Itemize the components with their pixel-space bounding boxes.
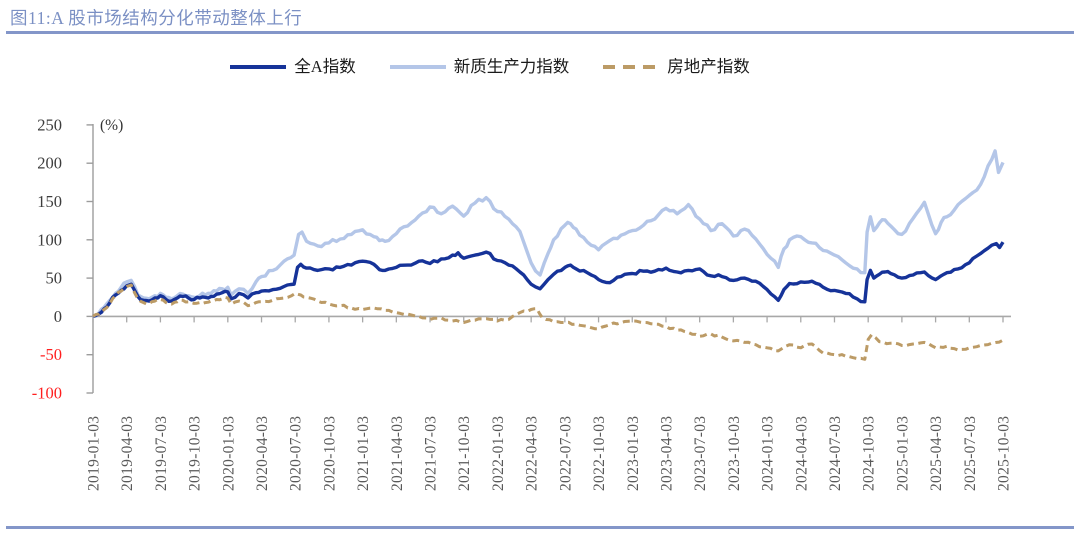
x-tick-label: 2022-10-03 xyxy=(591,416,608,491)
x-tick-label: 2021-10-03 xyxy=(456,416,473,491)
series-line-quan-a xyxy=(92,241,1005,319)
x-tick-label: 2022-07-03 xyxy=(557,416,574,491)
y-tick-label: -100 xyxy=(32,384,62,403)
x-tick-label: 2021-04-03 xyxy=(389,416,406,491)
y-tick-label: -50 xyxy=(40,345,62,364)
x-tick-label: 2023-01-03 xyxy=(625,416,642,491)
x-tick-label: 2025-10-03 xyxy=(996,416,1013,491)
x-tick-label: 2024-04-03 xyxy=(793,416,810,491)
legend-item-xinzhi: 新质生产力指数 xyxy=(389,57,570,76)
x-tick-label: 2020-07-03 xyxy=(288,416,305,491)
x-tick-label: 2025-04-03 xyxy=(928,416,945,491)
x-tick-label: 2021-01-03 xyxy=(355,416,372,491)
legend-label: 新质生产力指数 xyxy=(453,57,570,76)
y-tick-label: 50 xyxy=(46,269,63,288)
series-line-xinzhi xyxy=(92,149,1005,319)
bottom-rule xyxy=(6,526,1074,529)
title-rule xyxy=(6,31,1074,34)
x-tick-label: 2021-07-03 xyxy=(423,416,440,491)
legend-label: 全A指数 xyxy=(294,57,356,76)
x-tick-label: 2019-10-03 xyxy=(187,416,204,491)
y-tick-label: 0 xyxy=(54,307,62,326)
y-tick-label: 250 xyxy=(37,115,62,134)
x-tick-label: 2022-01-03 xyxy=(490,416,507,491)
x-tick-label: 2019-04-03 xyxy=(119,416,136,491)
x-tick-label: 2019-01-03 xyxy=(86,416,103,491)
chart-legend: 全A指数 新质生产力指数 房地产指数 xyxy=(0,57,980,76)
figure-title: 图11:A 股市场结构分化带动整体上行 xyxy=(10,8,303,28)
y-tick-label: 100 xyxy=(37,230,62,249)
solid-line-swatch-icon xyxy=(389,65,446,70)
x-tick-label: 2023-04-03 xyxy=(658,416,675,491)
y-tick-label: 200 xyxy=(37,154,62,173)
x-tick-label: 2020-01-03 xyxy=(220,416,237,491)
y-axis-unit-label: (%) xyxy=(100,117,123,134)
x-tick-label: 2023-10-03 xyxy=(726,416,743,491)
x-tick-label: 2022-04-03 xyxy=(524,416,541,491)
x-tick-label: 2020-04-03 xyxy=(254,416,271,491)
x-tick-label: 2024-01-03 xyxy=(760,416,777,491)
x-tick-label: 2025-01-03 xyxy=(894,416,911,491)
dashed-line-swatch-icon xyxy=(603,65,660,70)
x-tick-label: 2019-07-03 xyxy=(153,416,170,491)
x-tick-label: 2024-07-03 xyxy=(827,416,844,491)
x-tick-label: 2024-10-03 xyxy=(861,416,878,491)
legend-item-dichan: 房地产指数 xyxy=(603,57,750,76)
y-tick-label: 150 xyxy=(37,192,62,211)
legend-item-quan-a: 全A指数 xyxy=(230,57,356,76)
series-line-dichan xyxy=(92,283,1004,361)
x-tick-label: 2023-07-03 xyxy=(692,416,709,491)
solid-line-swatch-icon xyxy=(230,65,287,70)
legend-label: 房地产指数 xyxy=(667,57,750,76)
x-tick-label: 2025-07-03 xyxy=(962,416,979,491)
x-tick-label: 2020-10-03 xyxy=(321,416,338,491)
